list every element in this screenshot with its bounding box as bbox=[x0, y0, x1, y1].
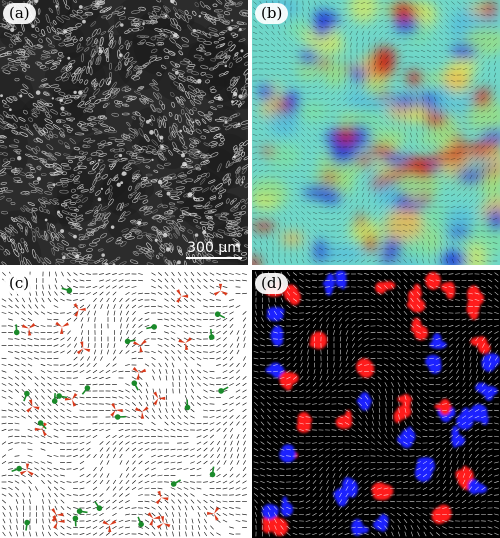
trefoil-defect-icon bbox=[55, 321, 69, 334]
trefoil-defect-icon bbox=[213, 283, 228, 296]
comet-defect-icon bbox=[131, 380, 139, 391]
panel-label-c: (c) bbox=[3, 273, 36, 294]
trefoil-defect-icon bbox=[52, 515, 65, 529]
trefoil-defect-icon bbox=[132, 366, 147, 380]
comet-defect-icon bbox=[11, 465, 23, 472]
comet-defect-icon bbox=[24, 519, 30, 531]
heatmap-image bbox=[252, 0, 500, 265]
trefoil-defect-icon bbox=[178, 337, 192, 351]
comet-defect-icon bbox=[23, 390, 30, 402]
panel-b-heatmap: (b) bbox=[252, 0, 500, 265]
trefoil-defect-icon bbox=[133, 339, 147, 353]
trefoil-defect-icon bbox=[73, 303, 86, 317]
trefoil-defect-icon bbox=[35, 422, 47, 437]
trefoil-defect-icon bbox=[134, 406, 149, 419]
comet-defect-icon bbox=[76, 508, 88, 514]
comet-defect-icon bbox=[208, 329, 215, 340]
trefoil-defect-icon bbox=[207, 506, 220, 521]
blob-field-image bbox=[252, 270, 500, 538]
defect-field-image bbox=[0, 270, 248, 538]
trefoil-defect-icon bbox=[153, 391, 166, 406]
trefoil-defect-icon bbox=[64, 392, 78, 407]
comet-defect-icon bbox=[13, 324, 20, 336]
comet-defect-icon bbox=[137, 516, 144, 528]
trefoil-defect-icon bbox=[156, 516, 171, 529]
panel-d-blobs: (d) bbox=[252, 270, 500, 538]
scale-bar: 300 µm bbox=[186, 240, 242, 259]
trefoil-defect-icon bbox=[147, 512, 161, 526]
panel-label-b: (b) bbox=[255, 3, 289, 24]
trefoil-defect-icon bbox=[110, 402, 123, 417]
trefoil-defect-icon bbox=[19, 463, 34, 476]
comet-defect-icon bbox=[214, 311, 226, 319]
comet-defect-icon bbox=[51, 393, 58, 404]
comet-defect-icon bbox=[94, 501, 103, 511]
panel-a-micrograph: (a) 300 µm bbox=[0, 0, 248, 265]
scale-bar-label: 300 µm bbox=[187, 240, 241, 256]
trefoil-defect-icon bbox=[76, 341, 91, 355]
trefoil-defect-icon bbox=[102, 520, 117, 533]
comet-defect-icon bbox=[56, 393, 68, 399]
trefoil-defect-icon bbox=[21, 323, 36, 336]
scale-bar-line bbox=[186, 257, 242, 259]
comet-defect-icon bbox=[209, 466, 216, 478]
panel-c-defects: (c) bbox=[0, 270, 248, 538]
trefoil-defect-icon bbox=[155, 490, 169, 505]
comet-defect-icon bbox=[37, 420, 47, 430]
trefoil-defect-icon bbox=[26, 399, 40, 413]
micrograph-image bbox=[0, 0, 248, 265]
comet-defect-icon bbox=[146, 324, 157, 330]
comet-defect-icon bbox=[170, 479, 182, 487]
comet-defect-icon bbox=[81, 385, 91, 395]
comet-defect-icon bbox=[114, 414, 126, 420]
comet-defect-icon bbox=[124, 338, 136, 345]
trefoil-defect-icon bbox=[176, 289, 189, 303]
comet-defect-icon bbox=[218, 386, 229, 394]
comet-defect-icon bbox=[61, 287, 73, 294]
panel-label-a: (a) bbox=[3, 3, 36, 24]
comet-defect-icon bbox=[184, 399, 191, 411]
comet-defect-icon bbox=[72, 515, 79, 527]
panel-label-d: (d) bbox=[255, 273, 289, 294]
